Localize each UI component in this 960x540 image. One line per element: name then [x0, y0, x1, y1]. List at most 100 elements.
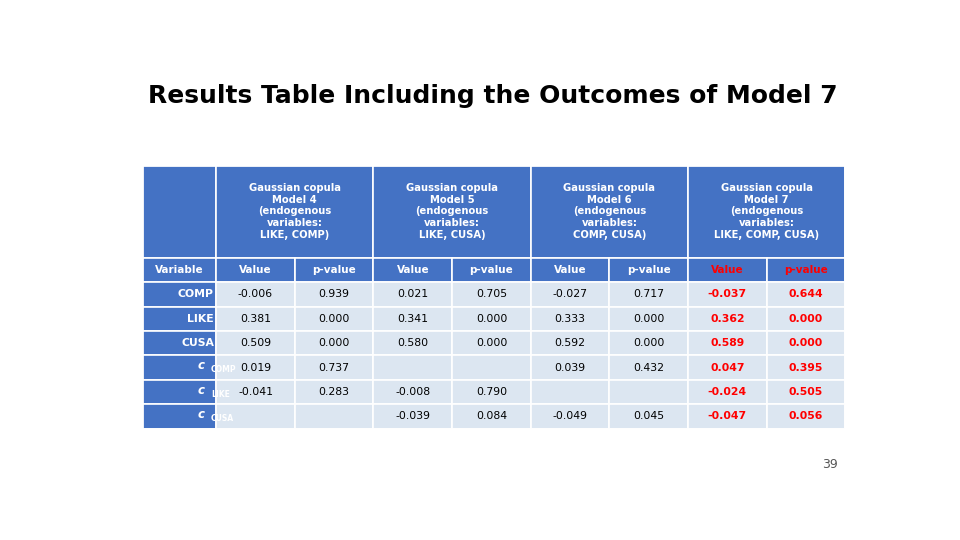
Text: COMP: COMP [178, 289, 214, 299]
Bar [216, 404, 295, 429]
Text: 0.019: 0.019 [240, 362, 271, 373]
Bar [142, 165, 846, 429]
Text: Value: Value [239, 265, 272, 275]
Text: Value: Value [554, 265, 587, 275]
Bar [531, 258, 610, 282]
Bar [216, 165, 373, 258]
Text: p-value: p-value [784, 265, 828, 275]
Text: 0.000: 0.000 [476, 314, 507, 323]
Text: 0.644: 0.644 [789, 289, 824, 299]
Text: CUSA: CUSA [181, 338, 214, 348]
Bar [531, 355, 610, 380]
Text: 0.000: 0.000 [319, 338, 349, 348]
Bar [688, 258, 767, 282]
Bar [610, 307, 688, 331]
Bar [295, 258, 373, 282]
Bar [610, 258, 688, 282]
Text: 0.395: 0.395 [789, 362, 824, 373]
Bar [767, 307, 846, 331]
Text: 0.000: 0.000 [789, 314, 823, 323]
Text: 0.283: 0.283 [319, 387, 349, 397]
Bar [373, 282, 452, 307]
Bar [688, 380, 767, 404]
Bar [216, 355, 295, 380]
Text: c: c [198, 360, 204, 373]
Bar [452, 331, 531, 355]
Text: Variable: Variable [155, 265, 204, 275]
Bar [295, 355, 373, 380]
Bar [610, 331, 688, 355]
Bar [531, 282, 610, 307]
Bar [373, 165, 531, 258]
Text: LIKE: LIKE [187, 314, 214, 323]
Bar [295, 282, 373, 307]
Text: Gaussian copula
Model 4
(endogenous
variables:
LIKE, COMP): Gaussian copula Model 4 (endogenous vari… [249, 183, 341, 240]
Bar [295, 331, 373, 355]
Bar [610, 404, 688, 429]
Text: 0.039: 0.039 [555, 362, 586, 373]
Text: -0.024: -0.024 [708, 387, 747, 397]
Bar [688, 307, 767, 331]
Text: 0.717: 0.717 [634, 289, 664, 299]
Bar [373, 380, 452, 404]
Bar [373, 331, 452, 355]
Text: Gaussian copula
Model 7
(endogenous
variables:
LIKE, COMP, CUSA): Gaussian copula Model 7 (endogenous vari… [714, 183, 819, 240]
Bar [373, 258, 452, 282]
Text: 0.056: 0.056 [789, 411, 824, 421]
Text: 0.045: 0.045 [634, 411, 664, 421]
Text: c: c [198, 408, 204, 421]
Text: 0.084: 0.084 [476, 411, 507, 421]
Bar [452, 380, 531, 404]
Bar [767, 404, 846, 429]
Bar [142, 282, 216, 307]
Text: Value: Value [396, 265, 429, 275]
Text: Results Table Including the Outcomes of Model 7: Results Table Including the Outcomes of … [148, 84, 838, 107]
Text: -0.041: -0.041 [238, 387, 273, 397]
Text: -0.027: -0.027 [553, 289, 588, 299]
Text: 0.737: 0.737 [319, 362, 349, 373]
Text: -0.049: -0.049 [553, 411, 588, 421]
Bar [688, 331, 767, 355]
Text: Gaussian copula
Model 6
(endogenous
variables:
COMP, CUSA): Gaussian copula Model 6 (endogenous vari… [564, 183, 656, 240]
Bar [531, 307, 610, 331]
Text: 0.939: 0.939 [319, 289, 349, 299]
Bar [452, 258, 531, 282]
Bar [531, 331, 610, 355]
Text: 0.000: 0.000 [319, 314, 349, 323]
Text: 0.705: 0.705 [476, 289, 507, 299]
Bar [216, 307, 295, 331]
Text: 39: 39 [822, 458, 838, 471]
Bar [142, 165, 216, 258]
Text: 0.000: 0.000 [633, 314, 664, 323]
Bar [610, 380, 688, 404]
Text: 0.580: 0.580 [397, 338, 428, 348]
Text: -0.039: -0.039 [396, 411, 430, 421]
Bar [688, 404, 767, 429]
Text: 0.000: 0.000 [476, 338, 507, 348]
Bar [142, 307, 216, 331]
Text: LIKE: LIKE [211, 389, 229, 399]
Bar [531, 380, 610, 404]
Bar [295, 380, 373, 404]
Text: -0.006: -0.006 [238, 289, 273, 299]
Bar [142, 404, 216, 429]
Bar [688, 165, 846, 258]
Bar [142, 355, 216, 380]
Text: p-value: p-value [469, 265, 514, 275]
Text: c: c [198, 384, 204, 397]
Bar [767, 380, 846, 404]
Bar [216, 258, 295, 282]
Bar [373, 307, 452, 331]
Bar [610, 355, 688, 380]
Bar [688, 282, 767, 307]
Text: 0.047: 0.047 [710, 362, 745, 373]
Text: 0.381: 0.381 [240, 314, 271, 323]
Text: -0.037: -0.037 [708, 289, 747, 299]
Text: 0.589: 0.589 [710, 338, 745, 348]
Text: 0.021: 0.021 [397, 289, 428, 299]
Bar [216, 331, 295, 355]
Bar [452, 282, 531, 307]
Text: 0.790: 0.790 [476, 387, 507, 397]
Bar [216, 380, 295, 404]
Bar [295, 307, 373, 331]
